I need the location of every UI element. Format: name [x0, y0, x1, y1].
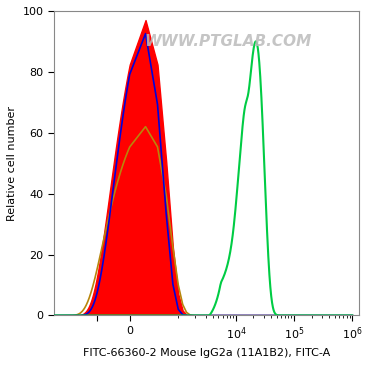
X-axis label: FITC-66360-2 Mouse IgG2a (11A1B2), FITC-A: FITC-66360-2 Mouse IgG2a (11A1B2), FITC-…: [83, 348, 330, 358]
Y-axis label: Relative cell number: Relative cell number: [7, 106, 17, 221]
Text: WWW.PTGLAB.COM: WWW.PTGLAB.COM: [144, 34, 312, 49]
